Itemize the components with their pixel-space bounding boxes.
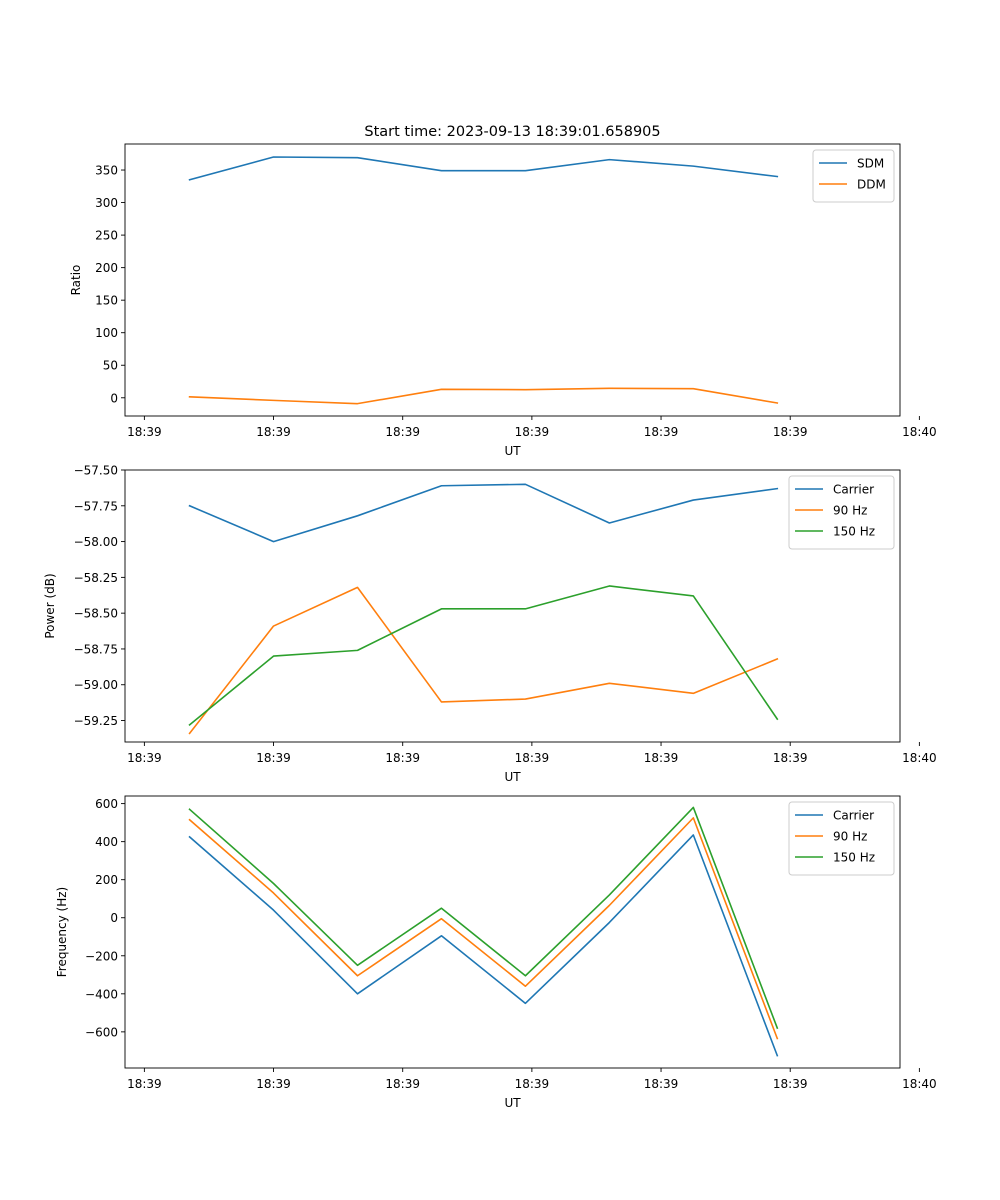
legend-label: 150 Hz [833,851,875,865]
y-tick-label: 100 [95,326,118,340]
x-tick-label: 18:39 [515,1077,550,1091]
subplot-3: 18:39 18:39 18:39 18:39 18:39 18:39 18:40 600 40… [55,795,937,1110]
y-tick-label: 0 [110,911,118,925]
series-line-150-hz [188,585,779,726]
legend-label: 90 Hz [833,504,867,518]
axes-frame [124,143,901,417]
x-tick-label: 18:39 [256,751,291,765]
x-tick-label: 18:39 [773,425,808,439]
y-tick-label: −58.75 [74,642,118,656]
legend-label: Carrier [833,483,874,497]
y-tick-label: −57.50 [74,464,118,478]
y-tick-label: −59.00 [74,678,118,692]
y-tick-label: 400 [95,835,118,849]
y-tick-label: −200 [85,949,118,963]
series-line-90-hz [188,817,779,1040]
series-line-150-hz [188,806,779,1030]
axes-frame [124,469,901,743]
x-tick-label: 18:39 [127,425,162,439]
y-tick-label: 0 [110,391,118,405]
subplot-2: 18:39 18:39 18:39 18:39 18:39 18:39 18:40 −57.5… [43,464,937,785]
y-tick-label: 200 [95,261,118,275]
x-tick-label: 18:39 [644,425,679,439]
x-tick-label: 18:39 [127,1077,162,1091]
x-tick-label: 18:40 [902,1077,937,1091]
y-tick-label: −600 [85,1025,118,1039]
x-tick-label: 18:39 [773,1077,808,1091]
y-tick-label: 200 [95,873,118,887]
y-tick-label: 600 [95,797,118,811]
y-tick-label: −58.00 [74,535,118,549]
y-axis-label: Frequency (Hz) [55,887,69,978]
legend-label: 150 Hz [833,525,875,539]
y-tick-label: −57.75 [74,499,118,513]
x-tick-label: 18:39 [256,1077,291,1091]
y-axis-label: Ratio [69,265,83,296]
subplot-container: 18:39 18:39 18:39 18:39 18:39 18:39 18:40 0 50 10… [43,143,937,1110]
x-tick-label: 18:39 [644,751,679,765]
x-tick-label: 18:39 [515,425,550,439]
legend: SDM DDM [812,149,895,203]
y-tick-label: 50 [103,359,118,373]
x-tick-label: 18:40 [902,751,937,765]
x-axis-label: UT [504,444,521,458]
y-tick-label: −58.25 [74,571,118,585]
y-tick-label: 350 [95,164,118,178]
y-tick-label: 300 [95,196,118,210]
series-line-carrier [188,834,779,1057]
series-line-ddm [188,387,779,405]
x-axis-label: UT [504,1096,521,1110]
x-tick-label: 18:39 [385,425,420,439]
y-tick-label: −59.25 [74,714,118,728]
x-tick-label: 18:39 [385,1077,420,1091]
x-axis-label: UT [504,770,521,784]
x-tick-label: 18:39 [256,425,291,439]
legend-label: 90 Hz [833,830,867,844]
legend: Carrier 90 Hz 150 Hz [788,475,895,550]
y-tick-label: 250 [95,229,118,243]
x-tick-label: 18:39 [385,751,420,765]
legend: Carrier 90 Hz 150 Hz [788,801,895,876]
x-tick-label: 18:39 [127,751,162,765]
y-tick-label: −58.50 [74,607,118,621]
x-tick-label: 18:40 [902,425,937,439]
x-tick-label: 18:39 [644,1077,679,1091]
chart-title: Start time: 2023-09-13 18:39:01.658905 [364,124,660,140]
subplot-1: 18:39 18:39 18:39 18:39 18:39 18:39 18:40 0 50 10… [69,143,937,458]
y-tick-label: −400 [85,987,118,1001]
series-line-carrier [188,483,779,543]
y-tick-label: 150 [95,294,118,308]
legend-label: DDM [857,178,886,192]
y-axis-label: Power (dB) [43,573,57,638]
series-line-sdm [188,156,779,181]
x-tick-label: 18:39 [773,751,808,765]
x-tick-label: 18:39 [515,751,550,765]
legend-label: Carrier [833,809,874,823]
axes-frame [124,795,901,1069]
legend-label: SDM [857,157,884,171]
series-line-90-hz [188,586,779,735]
